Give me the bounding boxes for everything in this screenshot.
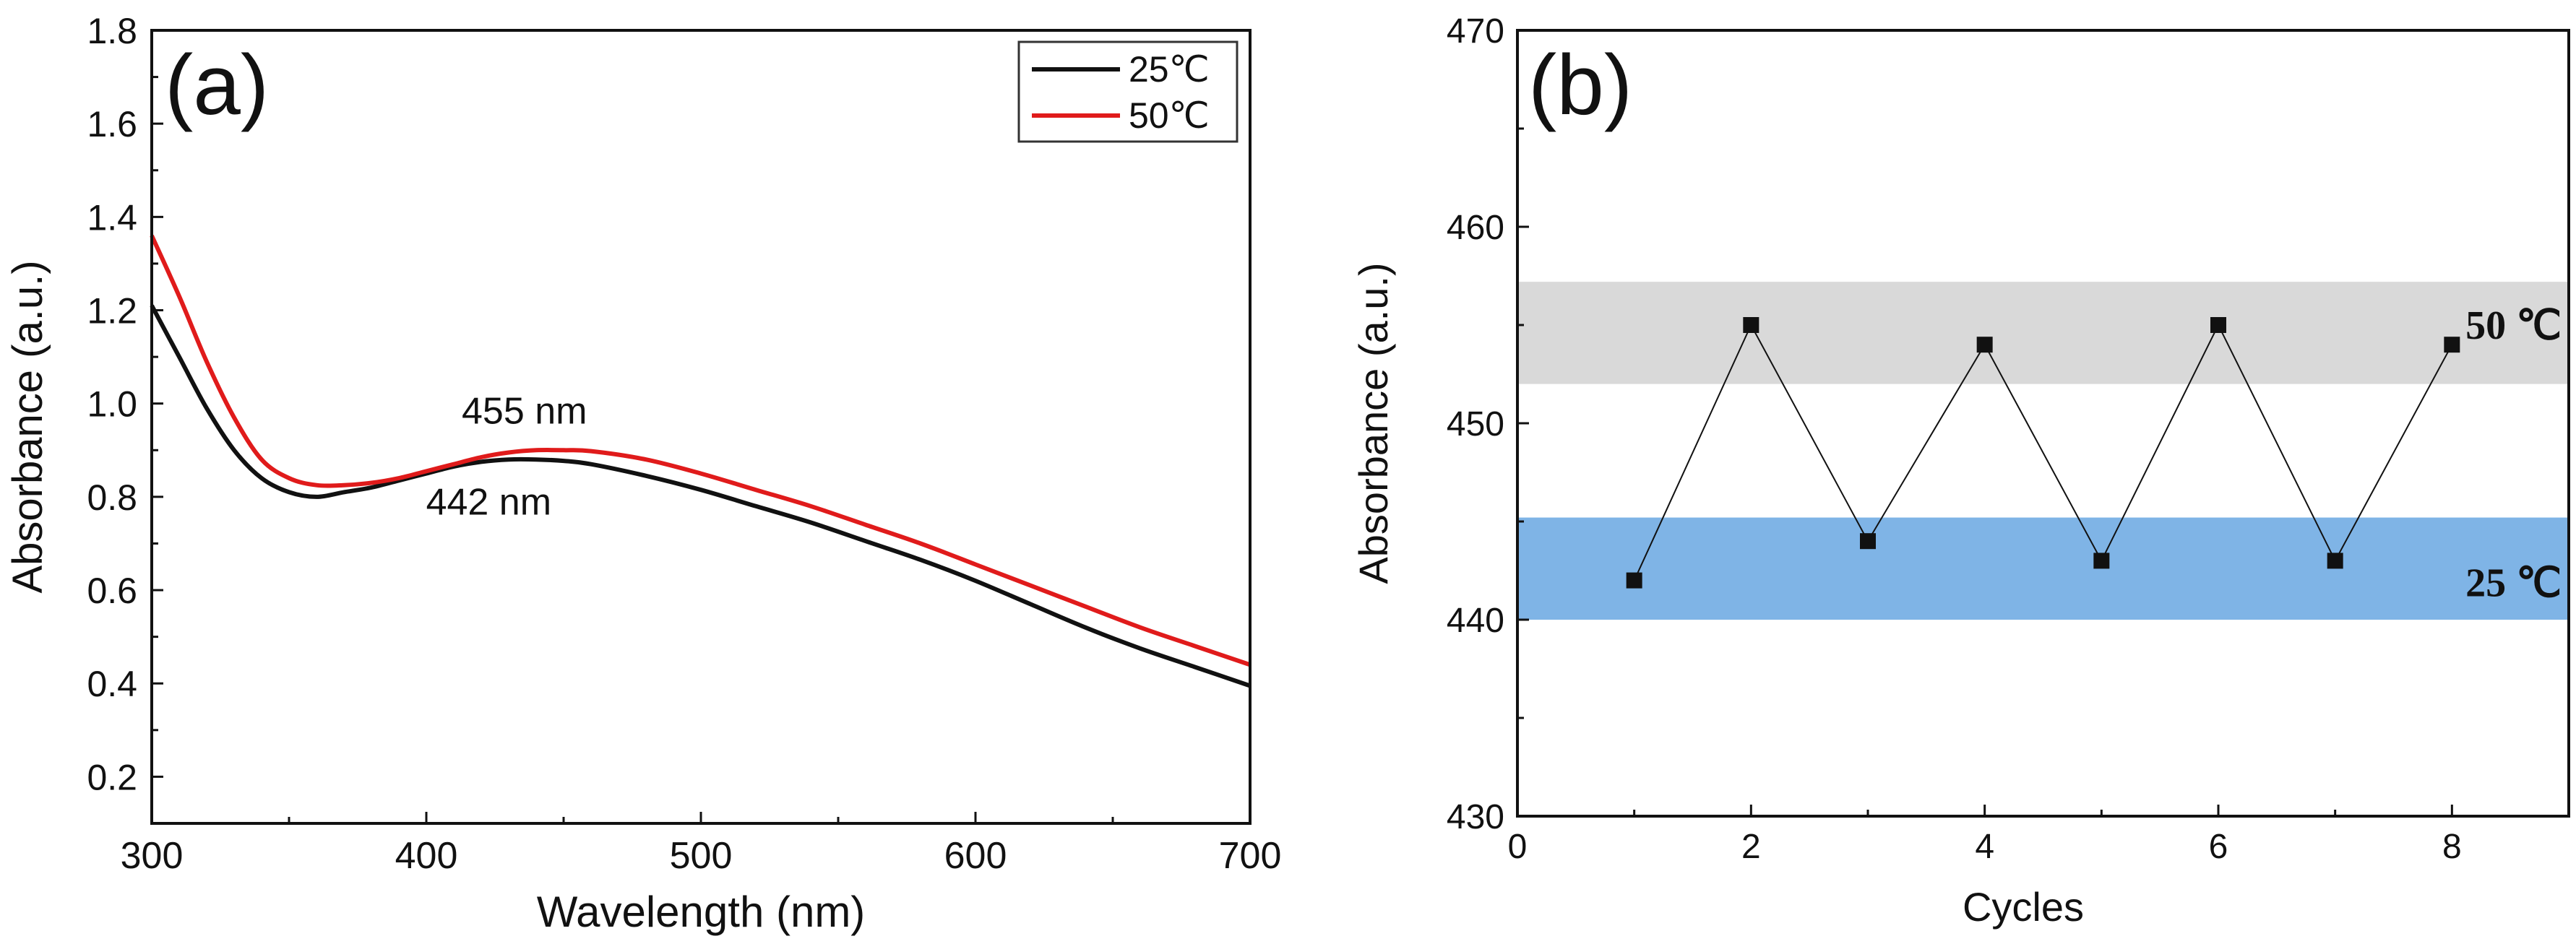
point-cycle-4 xyxy=(1976,337,1993,353)
ytick-label-a: 0.8 xyxy=(87,477,137,518)
xaxis-label-a: Wavelength (nm) xyxy=(537,888,866,936)
ytick-label-a: 1.4 xyxy=(87,197,137,238)
band-label-50C: 50 ℃ xyxy=(2465,303,2562,348)
ytick-label-a: 1.2 xyxy=(87,291,137,332)
xaxis-label-b: Cycles xyxy=(1963,884,2084,930)
point-cycle-8 xyxy=(2444,337,2460,353)
ytick-label-b: 460 xyxy=(1447,209,1504,247)
point-cycle-7 xyxy=(2327,553,2343,569)
panel-a: 300 400 500 600 700 0.2 0.4 0.6 0.8 1.0 1.2 1.4 1.6 1… xyxy=(4,11,1281,936)
point-cycle-3 xyxy=(1860,533,1876,550)
xtick-label-b: 2 xyxy=(1741,828,1761,866)
legend-a-label-25: 25℃ xyxy=(1129,49,1210,90)
xtick-label-b: 0 xyxy=(1508,828,1528,866)
point-cycle-6 xyxy=(2210,317,2226,333)
point-cycle-2 xyxy=(1743,317,1759,333)
ytick-label-a: 0.6 xyxy=(87,571,137,611)
point-cycle-5 xyxy=(2093,553,2110,569)
xtick-label-a: 700 xyxy=(1219,835,1282,877)
xtick-label-a: 500 xyxy=(670,835,733,877)
xtick-label-a: 600 xyxy=(944,835,1007,877)
legend-a-label-50: 50℃ xyxy=(1129,95,1210,136)
xtick-label-a: 400 xyxy=(395,835,458,877)
band-label-25C: 25 ℃ xyxy=(2465,560,2562,605)
ytick-label-b: 430 xyxy=(1447,798,1504,836)
ytick-label-a: 0.2 xyxy=(87,757,137,797)
ytick-label-a: 0.4 xyxy=(87,664,137,704)
panel-b-label: (b) xyxy=(1528,38,1632,133)
panel-a-label: (a) xyxy=(165,38,269,133)
xtick-label-b: 4 xyxy=(1975,828,1994,866)
ytick-label-a: 1.6 xyxy=(87,104,137,144)
ytick-label-b: 440 xyxy=(1447,602,1504,640)
point-cycle-1 xyxy=(1626,572,1642,589)
plot-a-frame xyxy=(150,29,1252,825)
annotation-442nm: 442 nm xyxy=(426,481,551,523)
yaxis-label-a: Absorbance (a.u.) xyxy=(4,260,51,593)
xtick-label-a: 300 xyxy=(121,835,184,877)
series-line-b xyxy=(1633,323,2453,581)
xtick-label-b: 6 xyxy=(2209,828,2228,866)
ytick-label-b: 470 xyxy=(1447,12,1504,51)
series-line-a-25C xyxy=(150,304,1251,688)
band-50C xyxy=(1517,282,2569,384)
ytick-label-a: 1.8 xyxy=(87,11,137,51)
annotation-455nm: 455 nm xyxy=(462,390,587,432)
xtick-label-b: 8 xyxy=(2442,828,2462,866)
series-line-a-50C xyxy=(150,234,1251,667)
plot-b-frame xyxy=(1516,29,2570,818)
ytick-label-a: 1.0 xyxy=(87,384,137,425)
panel-b: 0 2 4 6 8 430 440 450 460 470 (b) 50 ℃ 25 ℃ Cycle… xyxy=(1351,12,2570,930)
yaxis-label-b: Absorbance (a.u.) xyxy=(1351,262,1396,584)
legend-a: 25℃ 50℃ xyxy=(1017,40,1239,143)
band-25C xyxy=(1517,517,2569,620)
ytick-label-b: 450 xyxy=(1447,405,1504,443)
